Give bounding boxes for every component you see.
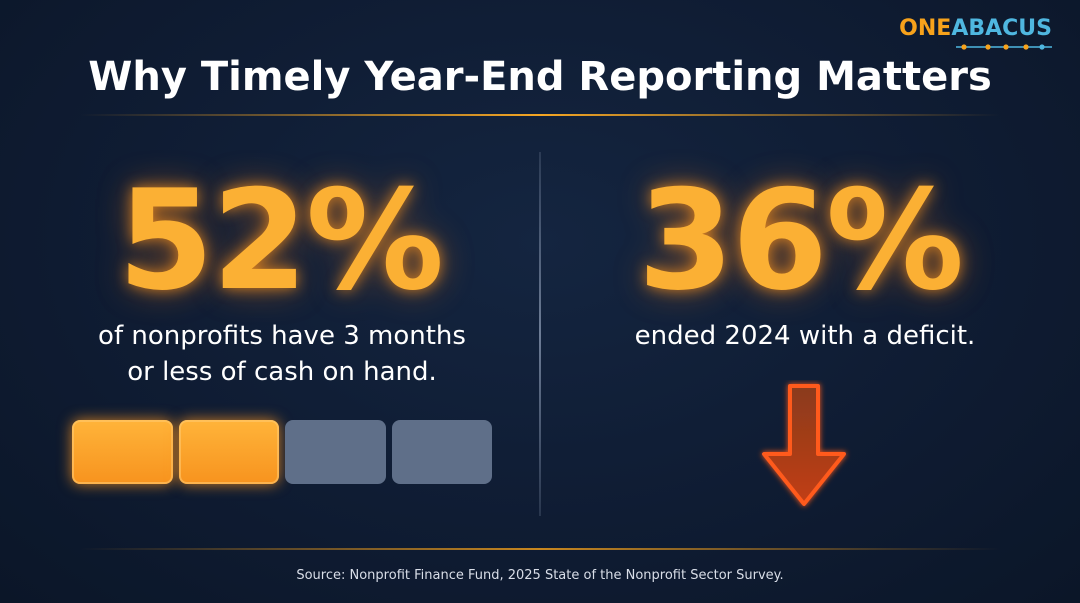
stat-description-deficit: ended 2024 with a deficit. [565,318,1045,354]
logo-text-one: ONE [899,16,952,41]
stat-description-line: or less of cash on hand. [127,357,437,387]
down-arrow-icon [762,384,846,506]
stat-description-cash: of nonprofits have 3 months or less of c… [42,318,522,390]
bar-segment-filled [178,420,279,484]
abacus-beads-icon [956,44,1052,50]
column-divider [539,152,541,516]
stat-value-deficit: 36% [637,160,964,321]
bar-segment-empty [391,420,492,484]
stat-description-line: ended 2024 with a deficit. [634,321,976,351]
footer-divider [80,548,1000,550]
title-divider [80,114,1000,116]
page-title: Why Timely Year-End Reporting Matters [88,54,992,100]
cash-progress-bar [72,420,492,484]
stat-description-line: of nonprofits have 3 months [98,321,466,351]
bar-segment-empty [285,420,386,484]
stat-value-cash: 52% [117,160,444,321]
brand-logo: ONEABACUS [899,18,1052,40]
bar-segment-filled [72,420,173,484]
logo-text-abacus: ABACUS [951,16,1052,41]
source-citation: Source: Nonprofit Finance Fund, 2025 Sta… [296,568,784,583]
